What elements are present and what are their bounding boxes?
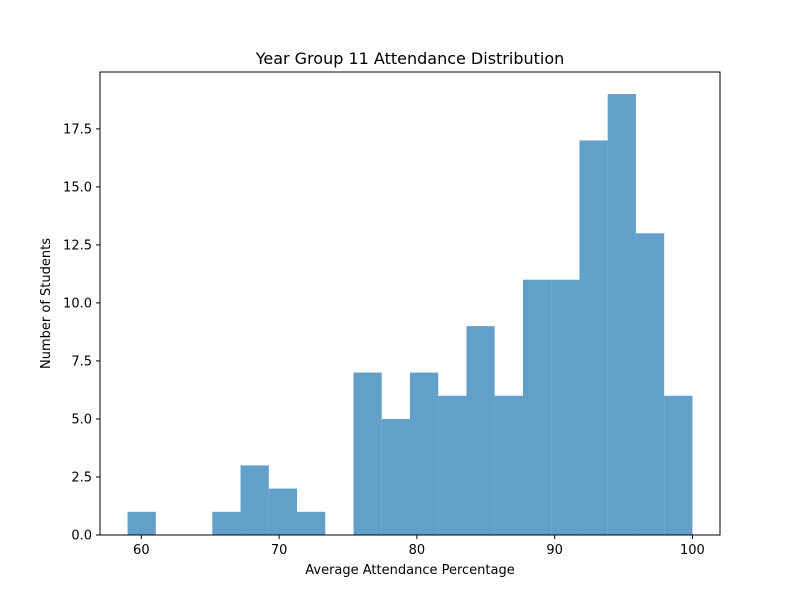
- x-tick-label: 60: [133, 543, 150, 558]
- y-tick-label: 12.5: [63, 238, 92, 253]
- histogram-bar: [410, 372, 439, 535]
- plot-frame: [99, 71, 721, 536]
- histogram-bar: [268, 488, 298, 535]
- histogram-bar: [353, 372, 382, 535]
- histogram-bar: [381, 418, 410, 535]
- histogram-bar: [297, 511, 326, 535]
- bars-group: [127, 94, 693, 536]
- x-axis-label: Average Attendance Percentage: [305, 563, 514, 578]
- histogram-bar: [635, 233, 665, 535]
- x-tick-label: 70: [271, 543, 288, 558]
- chart-title: Year Group 11 Attendance Distribution: [255, 49, 565, 68]
- histogram-bar: [438, 395, 467, 535]
- y-axis-ticks: 0.0 2.5 5.0 7.5 10.0 12.5 15.0 17.5: [63, 122, 100, 544]
- histogram-bar: [127, 511, 156, 535]
- x-tick-label: 100: [680, 543, 705, 558]
- y-tick-label: 2.5: [71, 470, 92, 485]
- y-tick-label: 0.0: [71, 529, 92, 544]
- y-axis-label: Number of Students: [39, 238, 54, 369]
- y-tick-label: 15.0: [63, 180, 92, 195]
- x-tick-label: 90: [546, 543, 563, 558]
- histogram-bar: [240, 465, 269, 535]
- y-tick-label: 17.5: [63, 122, 92, 137]
- x-axis-ticks: 60 70 80 90 100: [133, 535, 705, 558]
- y-tick-label: 5.0: [71, 412, 92, 427]
- histogram-bar: [664, 395, 693, 535]
- histogram-bar: [607, 94, 636, 536]
- histogram-bar: [522, 279, 552, 535]
- histogram-bar: [466, 326, 495, 535]
- y-tick-label: 7.5: [71, 354, 92, 369]
- x-tick-label: 80: [409, 543, 426, 558]
- histogram-bar: [551, 279, 580, 535]
- histogram-bar: [212, 511, 241, 535]
- histogram-bar: [579, 140, 608, 535]
- histogram-bar: [494, 395, 523, 535]
- y-tick-label: 10.0: [63, 296, 92, 311]
